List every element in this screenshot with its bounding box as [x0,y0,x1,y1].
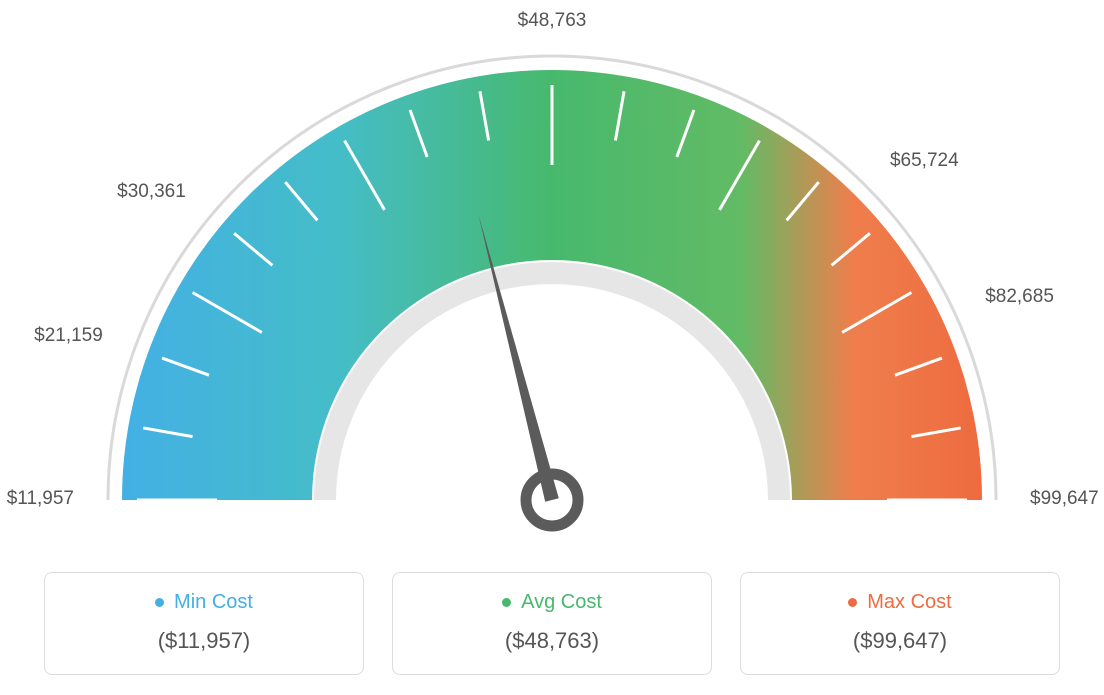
scale-label: $65,724 [890,150,959,172]
legend-label: Avg Cost [521,591,602,614]
legend-row: Min Cost ($11,957) Avg Cost ($48,763) Ma… [20,572,1084,675]
scale-label: $11,957 [0,488,74,510]
legend-card-max: Max Cost ($99,647) [740,572,1060,675]
legend-label: Max Cost [867,591,951,614]
legend-value-min: ($11,957) [55,628,353,654]
dot-icon [848,598,857,607]
dot-icon [502,598,511,607]
legend-card-avg: Avg Cost ($48,763) [392,572,712,675]
cost-gauge: $11,957$21,159$30,361$48,763$65,724$82,6… [20,20,1084,560]
scale-label: $82,685 [985,286,1054,308]
scale-label: $21,159 [23,325,103,347]
scale-label: $48,763 [512,10,592,32]
legend-title-avg: Avg Cost [502,591,602,614]
legend-label: Min Cost [174,591,253,614]
scale-label: $99,647 [1030,488,1099,510]
legend-title-min: Min Cost [155,591,253,614]
dot-icon [155,598,164,607]
legend-value-max: ($99,647) [751,628,1049,654]
gauge-svg [20,20,1084,560]
legend-value-avg: ($48,763) [403,628,701,654]
legend-card-min: Min Cost ($11,957) [44,572,364,675]
scale-label: $30,361 [106,181,186,203]
legend-title-max: Max Cost [848,591,951,614]
